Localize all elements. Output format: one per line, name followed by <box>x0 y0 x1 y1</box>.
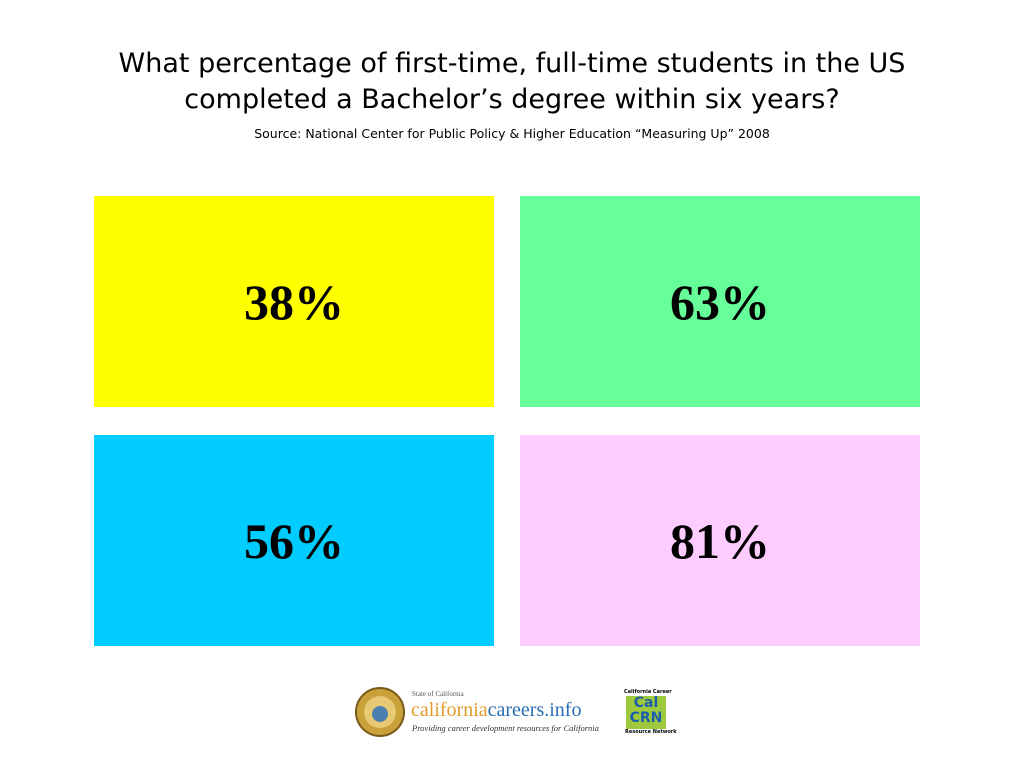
crn-crn: CRN <box>629 710 663 726</box>
option[interactable]: 38% <box>94 196 494 407</box>
state-label: State of California <box>412 690 464 698</box>
state-seal <box>355 687 405 737</box>
brand-part: .info <box>544 699 582 721</box>
title-line: What percentage of first-time, full-time… <box>118 48 906 79</box>
crn-top: California Career <box>624 689 672 695</box>
tagline: Providing career development resources f… <box>412 723 599 733</box>
crn-bottom: Resource Network <box>625 729 677 735</box>
brand-part: california <box>411 699 488 721</box>
crn-logo: Cal CRN <box>626 696 666 729</box>
title-line: completed a Bachelor’s degree within six… <box>184 84 840 115</box>
source: Source: National Center for Public Polic… <box>254 126 770 141</box>
option[interactable]: 56% <box>94 435 494 646</box>
brand-part: careers <box>487 699 545 721</box>
option[interactable]: 63% <box>520 196 920 407</box>
crn-cal: Cal <box>633 695 659 711</box>
brand: californiacareers.info <box>411 699 581 722</box>
option[interactable]: 81% <box>520 435 920 646</box>
